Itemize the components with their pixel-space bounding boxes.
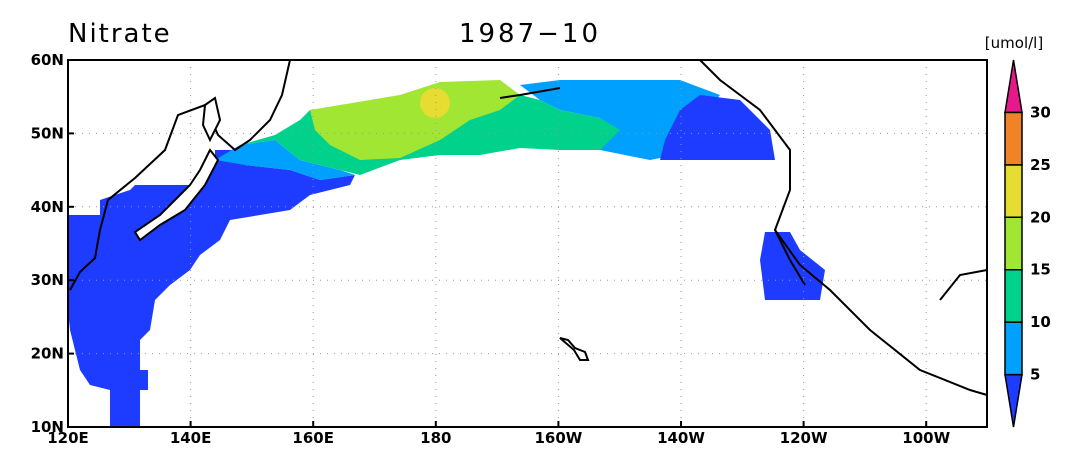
lat-label: 40N	[31, 198, 64, 216]
colorbar-segment	[1004, 268, 1023, 323]
lat-label: 50N	[31, 124, 64, 142]
colorbar-segment	[1004, 321, 1023, 376]
axes: 120E 140E 160E 180 160W 140W 120W 100W 60N 50N 40N…	[31, 51, 951, 447]
lat-label: 20N	[31, 345, 64, 363]
colorbar-segment	[1004, 164, 1023, 219]
title: Nitrate	[68, 19, 172, 49]
colorbar-segment	[1004, 111, 1023, 166]
colorbar-label: 25	[1030, 156, 1051, 174]
date: 1987−10	[459, 19, 601, 49]
lon-label: 100W	[902, 429, 950, 447]
colorbar-label: 20	[1030, 208, 1051, 226]
lon-label: 180	[420, 429, 451, 447]
lon-label: 160W	[534, 429, 582, 447]
lat-label: 60N	[31, 51, 64, 69]
colorbar-segment	[1004, 216, 1023, 271]
lat-label: 30N	[31, 271, 64, 289]
lat-label: 10N	[31, 418, 64, 436]
lon-label: 120E	[47, 429, 89, 447]
nitrate-field	[68, 80, 825, 427]
lon-label: 160E	[292, 429, 334, 447]
colorbar-label: 30	[1030, 103, 1051, 121]
lon-label: 140W	[657, 429, 705, 447]
colorbar-label: 5	[1030, 366, 1040, 384]
colorbar-label: 10	[1030, 313, 1051, 331]
unit: [umol/l]	[985, 34, 1043, 52]
map-frame	[67, 59, 988, 428]
colorbar: 5 10 15 20 25 30	[1004, 59, 1051, 428]
lon-label: 120W	[780, 429, 828, 447]
coastlines	[69, 59, 988, 396]
lon-label: 140E	[170, 429, 212, 447]
colorbar-label: 15	[1030, 261, 1051, 279]
colorbar-segment	[1004, 373, 1023, 428]
colorbar-segment	[1004, 59, 1023, 114]
